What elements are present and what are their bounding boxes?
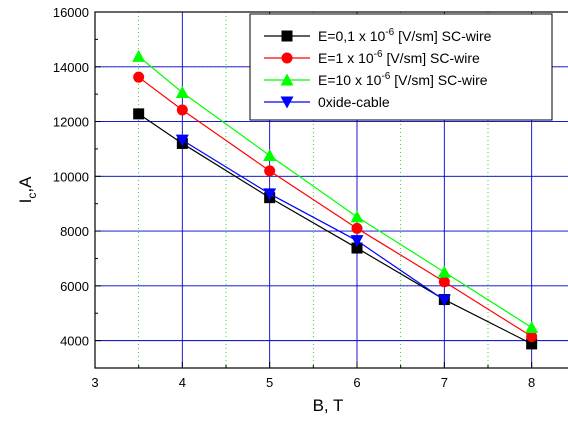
data-point xyxy=(132,49,146,62)
data-point xyxy=(263,188,277,201)
legend-label-suffix: [V/sm] SC-wire xyxy=(390,72,487,88)
legend-item-3: E=10 x 10-6 [V/sm] SC-wire xyxy=(264,71,488,88)
data-point xyxy=(526,331,538,343)
y-axis-label-main: I xyxy=(16,199,35,204)
legend-item-1: E=0,1 x 10-6 [V/sm] SC-wire xyxy=(264,27,492,44)
y-tick-label: 14000 xyxy=(53,60,89,75)
data-point xyxy=(176,104,188,116)
series-line xyxy=(182,139,445,301)
x-tick-label: 4 xyxy=(179,375,186,390)
series-line xyxy=(138,113,532,345)
data-point xyxy=(351,222,363,234)
legend-marker xyxy=(280,73,294,86)
y-axis-label-sub: c xyxy=(25,193,39,199)
legend-label-prefix: 0xide-cable xyxy=(318,94,390,110)
data-point xyxy=(350,235,364,248)
series-layer xyxy=(132,49,539,350)
y-tick-label: 4000 xyxy=(60,334,89,349)
data-point xyxy=(175,134,189,147)
legend-label: E=1 x 10-6 [V/sm] SC-wire xyxy=(318,49,480,66)
legend-label: E=0,1 x 10-6 [V/sm] SC-wire xyxy=(318,27,492,44)
data-point xyxy=(263,148,277,161)
legend-label-exponent: -6 xyxy=(381,71,390,82)
series-line xyxy=(138,55,532,328)
legend-marker xyxy=(280,96,294,109)
legend-item-2: E=1 x 10-6 [V/sm] SC-wire xyxy=(264,49,480,66)
legend-item-4: 0xide-cable xyxy=(264,94,390,110)
data-point xyxy=(264,165,276,177)
data-point xyxy=(351,242,363,254)
y-tick-label: 6000 xyxy=(60,279,89,294)
tick-labels: 3 4 5 6 7 8 4000 6000 8000 10000 12000 14000 16000 xyxy=(53,5,535,390)
x-tick-label: 3 xyxy=(91,375,98,390)
legend-label: E=10 x 10-6 [V/sm] SC-wire xyxy=(318,71,488,88)
legend-label-prefix: E=1 x 10 xyxy=(318,50,374,66)
legend-label-suffix: [V/sm] SC-wire xyxy=(383,50,480,66)
data-point xyxy=(437,265,451,278)
data-point xyxy=(133,108,145,120)
data-point xyxy=(438,276,450,288)
series-3 xyxy=(132,49,539,333)
series-2 xyxy=(133,71,538,343)
series-line xyxy=(138,76,532,338)
axis-ticks xyxy=(94,11,533,369)
data-point xyxy=(133,71,145,83)
y-tick-label: 8000 xyxy=(60,224,89,239)
x-tick-label: 8 xyxy=(528,375,535,390)
y-tick-label: 10000 xyxy=(53,169,89,184)
y-tick-label: 12000 xyxy=(53,115,89,130)
y-axis-label: Ic,A xyxy=(16,176,39,203)
x-tick-label: 7 xyxy=(441,375,448,390)
legend-label-exponent: -6 xyxy=(374,49,383,60)
legend-label-prefix: E=10 x 10 xyxy=(318,72,382,88)
legend-label-exponent: -6 xyxy=(385,27,394,38)
legend-marker xyxy=(281,30,293,42)
data-point xyxy=(175,86,189,99)
data-point xyxy=(526,338,538,350)
data-point xyxy=(350,210,364,223)
legend-label: 0xide-cable xyxy=(318,94,390,110)
data-point xyxy=(525,320,539,333)
series-4 xyxy=(175,134,451,307)
x-axis-label: B, T xyxy=(313,396,344,415)
x-tick-label: 5 xyxy=(266,375,273,390)
legend-label-prefix: E=0,1 x 10 xyxy=(318,28,386,44)
legend-marker xyxy=(281,52,293,64)
y-axis-label-suffix: ,A xyxy=(16,176,35,193)
data-point xyxy=(437,294,451,307)
x-tick-label: 6 xyxy=(353,375,360,390)
legend-label-suffix: [V/sm] SC-wire xyxy=(394,28,491,44)
y-tick-label: 16000 xyxy=(53,5,89,20)
